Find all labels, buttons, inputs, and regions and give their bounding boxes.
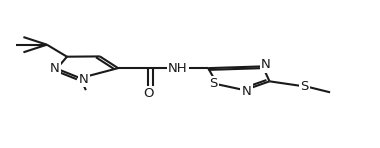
Text: S: S [209,77,218,90]
Text: O: O [143,87,154,100]
Text: S: S [301,80,309,93]
Text: N: N [242,85,251,98]
Text: N: N [261,58,271,71]
Text: NH: NH [168,62,188,75]
Text: N: N [50,62,60,75]
Text: N: N [79,73,89,86]
